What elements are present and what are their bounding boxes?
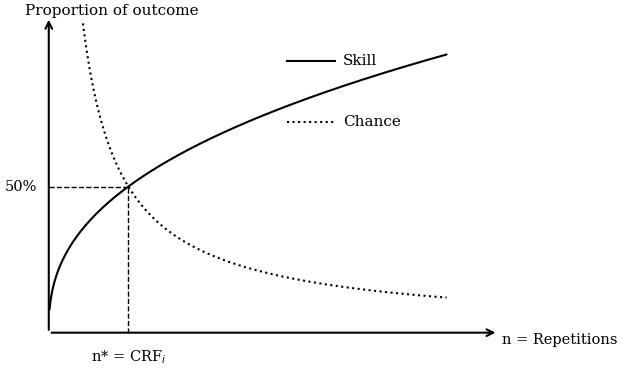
Text: Chance: Chance (343, 115, 401, 129)
Text: Proportion of outcome: Proportion of outcome (25, 4, 198, 18)
Text: n = Repetitions: n = Repetitions (503, 333, 618, 347)
Text: 50%: 50% (4, 179, 37, 194)
Text: n* = CRF$_i$: n* = CRF$_i$ (91, 349, 166, 366)
Text: Skill: Skill (343, 54, 378, 68)
